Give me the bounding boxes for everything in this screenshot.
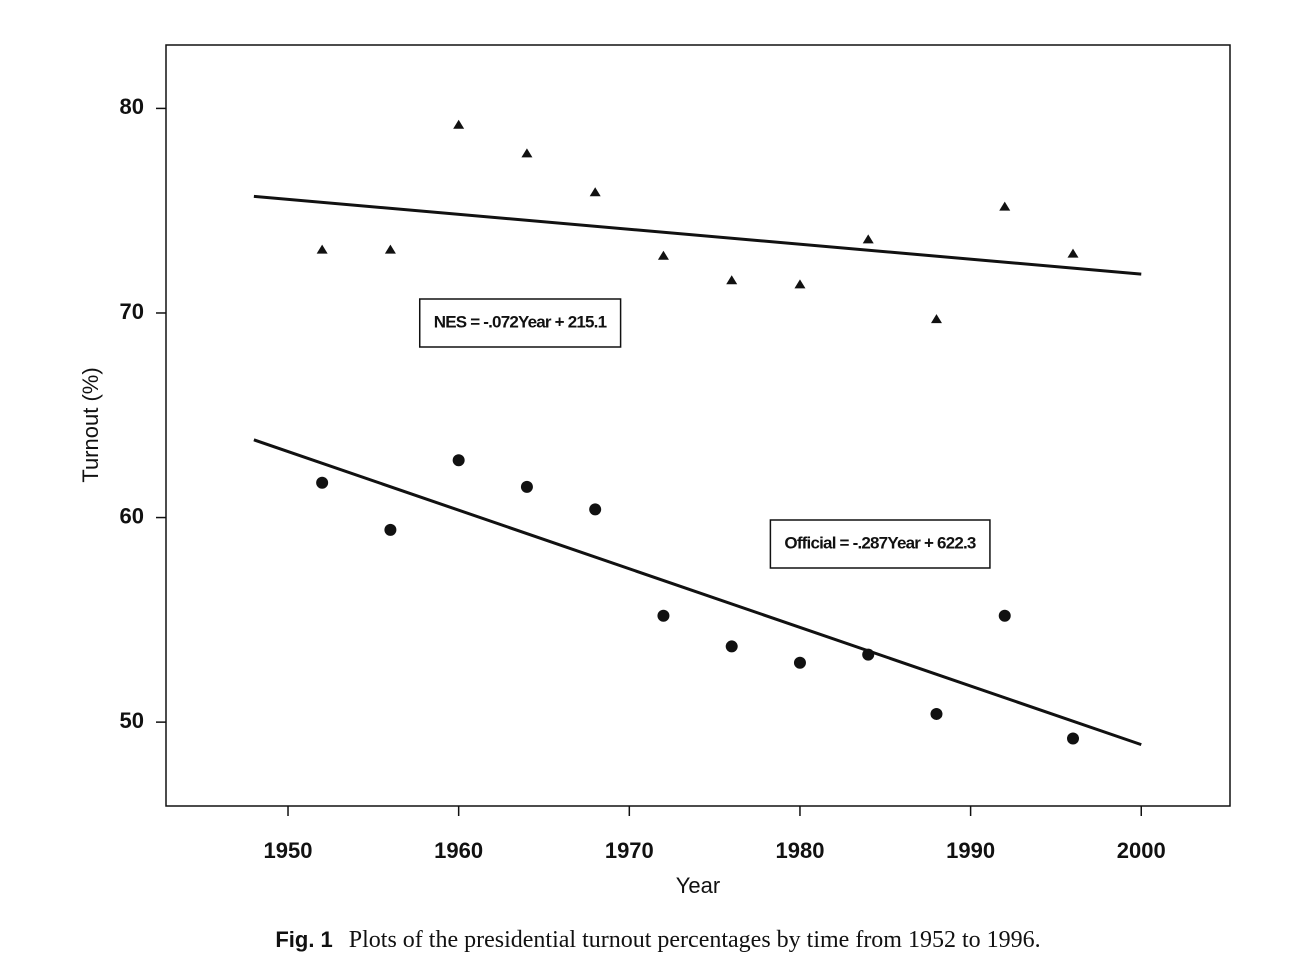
x-axis-label: Year	[676, 873, 720, 898]
x-tick-label: 1970	[605, 838, 654, 863]
y-tick-label: 60	[120, 503, 144, 528]
circle-point	[793, 656, 806, 669]
triangle-point	[726, 275, 738, 285]
annotation-box	[418, 298, 622, 348]
y-tick-label: 50	[120, 708, 144, 733]
triangle-point	[589, 187, 601, 197]
x-tick-label: 1950	[264, 838, 313, 863]
caption-label: Fig. 1	[275, 927, 332, 952]
trend-line	[253, 194, 1142, 276]
triangle-point	[453, 119, 465, 129]
annotation: NES = -.072Year + 215.1	[434, 312, 607, 331]
triangle-point	[384, 244, 396, 254]
x-tick-label: 2000	[1117, 838, 1166, 863]
circle-point	[1067, 732, 1080, 745]
triangle-point	[999, 201, 1011, 211]
x-tick-label: 1990	[946, 838, 995, 863]
circle-point	[316, 476, 329, 489]
triangle-point	[930, 314, 942, 324]
triangle-point	[794, 279, 806, 289]
y-tick-label: 70	[120, 299, 144, 324]
triangle-point	[316, 244, 328, 254]
circle-point	[520, 480, 533, 493]
circle-point	[589, 503, 602, 516]
circle-point	[725, 640, 738, 653]
plot-frame	[165, 44, 1231, 807]
triangle-point	[1067, 248, 1079, 258]
x-tick-label: 1980	[775, 838, 824, 863]
circle-point	[998, 609, 1011, 622]
circle-point	[452, 454, 465, 467]
triangle-point	[862, 234, 874, 244]
triangle-point	[521, 148, 533, 158]
x-tick-label: 1960	[434, 838, 483, 863]
y-axis-label: Turnout (%)	[78, 367, 103, 482]
circle-point	[930, 707, 943, 720]
caption: Fig. 1 Plots of the presidential turnout …	[275, 927, 1040, 953]
circle-point	[862, 648, 875, 661]
trend-line	[253, 438, 1142, 747]
annotation-box	[769, 519, 991, 569]
y-tick-label: 80	[120, 94, 144, 119]
annotation: Official = -.287Year + 622.3	[784, 533, 976, 552]
triangle-point	[657, 250, 669, 260]
circle-point	[384, 523, 397, 536]
caption-text: Plots of the presidential turnout percen…	[349, 927, 1041, 953]
circle-point	[657, 609, 670, 622]
